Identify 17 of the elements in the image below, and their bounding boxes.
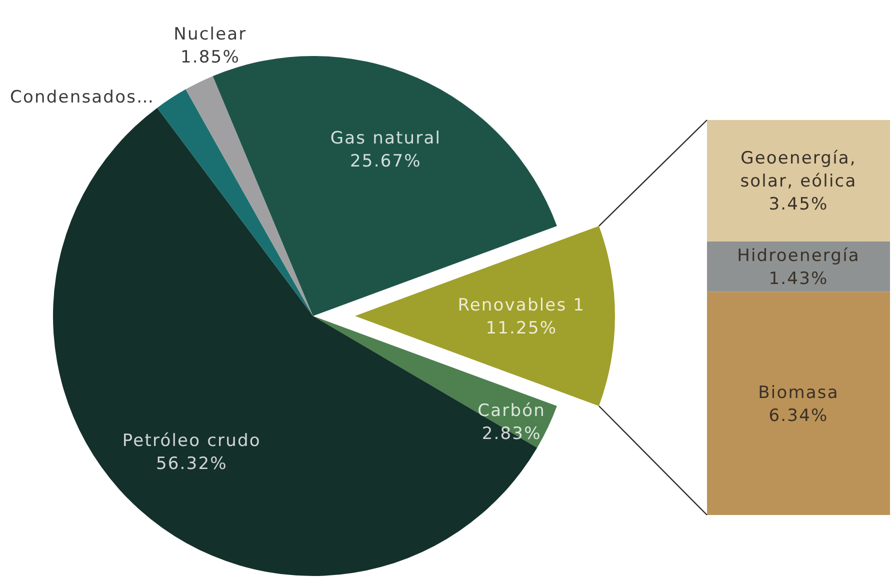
data-label: 56.32% <box>156 454 228 474</box>
slice-label: Petróleo crudo <box>122 431 261 452</box>
data-label: 3.45% <box>768 194 828 215</box>
data-label: 1.85% <box>180 48 240 68</box>
data-label: 25.67% <box>350 152 422 172</box>
data-label: 11.25% <box>486 318 558 338</box>
slice-label: Nuclear <box>174 24 247 45</box>
series-label: Geoenergía, solar, eólica <box>740 148 857 192</box>
slice-label: Carbón <box>478 401 546 422</box>
slice-label: Renovables 1 <box>458 295 586 316</box>
data-label: 2.83% <box>482 424 542 444</box>
slice-label: Condensados… <box>10 87 155 108</box>
data-label: 6.34% <box>768 406 828 426</box>
series-label: Biomasa <box>758 382 839 403</box>
data-label: 1.43% <box>768 269 828 290</box>
slice-label: Gas natural <box>330 128 442 149</box>
series-label: Hidroenergía <box>737 246 860 266</box>
